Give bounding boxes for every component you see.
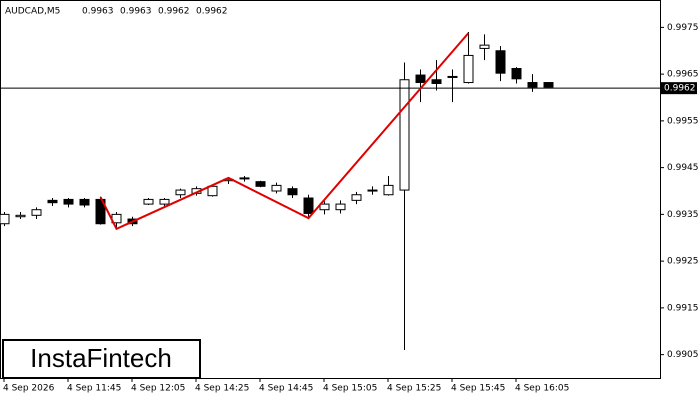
candle-body — [351, 194, 362, 201]
candle-body — [431, 79, 442, 84]
y-tick-label: 0.9935 — [667, 210, 699, 220]
candle-body — [463, 54, 474, 84]
x-tick-label: 4 Sep 2026 — [3, 384, 55, 394]
x-tick-label: 4 Sep 15:45 — [451, 384, 505, 394]
candle-body — [367, 189, 378, 192]
x-tick-label: 4 Sep 16:05 — [515, 384, 569, 394]
candle-body — [143, 198, 154, 205]
y-tick-label: 0.9975 — [667, 23, 699, 33]
candle-body — [479, 44, 490, 49]
candle-body — [63, 198, 74, 205]
price-label-box — [661, 82, 697, 95]
y-tick-label: 0.9905 — [667, 350, 699, 360]
price-label: 0.9962 — [664, 84, 696, 94]
x-tick-label: 4 Sep 14:25 — [195, 384, 249, 394]
candle-body — [527, 82, 538, 88]
x-tick-label: 4 Sep 14:45 — [259, 384, 313, 394]
y-tick-label: 0.9915 — [667, 303, 699, 313]
y-tick-label: 0.9955 — [667, 116, 699, 126]
candle-body — [47, 199, 58, 204]
ohlc-value: 0.9963 — [120, 7, 152, 17]
x-tick-label: 4 Sep 15:05 — [323, 384, 377, 394]
candle-body — [239, 177, 250, 180]
candle-body — [303, 197, 314, 214]
chart-title: AUDCAD,M5 — [5, 7, 60, 17]
candle-body — [207, 185, 218, 197]
y-tick-label: 0.9925 — [667, 257, 699, 267]
candle-body — [271, 184, 282, 192]
candle-body — [319, 203, 330, 211]
candle-body — [399, 79, 410, 191]
candle-body — [495, 50, 506, 74]
x-tick-label: 4 Sep 15:25 — [387, 384, 441, 394]
x-tick-label: 4 Sep 11:45 — [67, 384, 121, 394]
candle-body — [95, 198, 106, 225]
logo-box — [2, 339, 201, 379]
candle-body — [175, 189, 186, 196]
x-tick-label: 4 Sep 12:05 — [131, 384, 185, 394]
pattern-line — [99, 32, 470, 231]
logo: InstaFintech — [30, 343, 172, 373]
candle-body — [447, 75, 458, 78]
candle-body — [335, 203, 346, 211]
candle-body — [0, 213, 10, 225]
ohlc-value: 0.9962 — [158, 7, 190, 17]
candle-body — [31, 209, 42, 216]
candle-body — [383, 184, 394, 196]
ohlc-value: 0.9963 — [82, 7, 114, 17]
candle-body — [255, 181, 266, 187]
ohlc-value: 0.9962 — [196, 7, 228, 17]
candle-body — [511, 68, 522, 80]
y-tick-label: 0.9965 — [667, 70, 699, 80]
candle-body — [159, 198, 170, 205]
plot-frame — [0, 0, 661, 379]
candle-body — [543, 82, 554, 88]
candle-body — [287, 188, 298, 196]
candle-body — [79, 198, 90, 206]
candle-body — [15, 214, 26, 218]
y-tick-label: 0.9945 — [667, 163, 699, 173]
candle-body — [415, 74, 426, 84]
